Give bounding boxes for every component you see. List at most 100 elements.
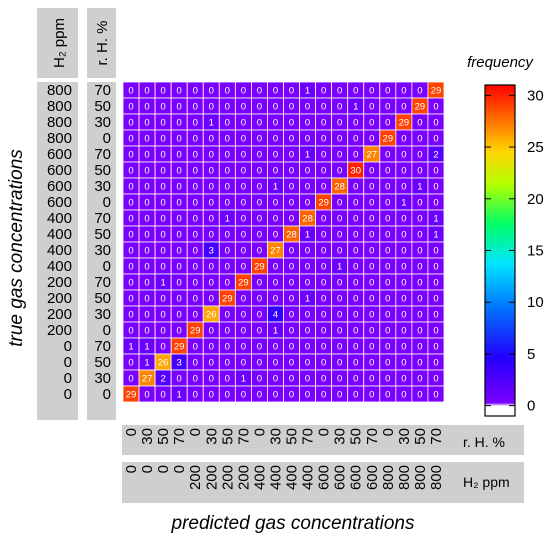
cell-value: 1 [273, 326, 278, 337]
row-label-rh: 70 [94, 210, 111, 227]
y-h2-header: H₂ ppm [51, 18, 68, 68]
cell-value: 1 [241, 374, 246, 385]
cell-value: 0 [241, 102, 246, 113]
cell-value: 0 [337, 166, 342, 177]
cell-value: 0 [193, 390, 198, 401]
cell-value: 0 [305, 198, 310, 209]
row-label-h2: 400 [47, 210, 72, 227]
cell-value: 0 [401, 102, 406, 113]
cell-value: 0 [177, 326, 182, 337]
cell-value: 0 [193, 102, 198, 113]
cell-value: 0 [305, 358, 310, 369]
cell-value: 0 [209, 262, 214, 273]
colorbar-tick-label: 30 [527, 87, 544, 104]
cell-value: 0 [305, 246, 310, 257]
cell-value: 0 [128, 262, 133, 273]
cell-value: 0 [433, 358, 438, 369]
row-label-rh: 50 [94, 354, 111, 371]
cell-value: 0 [144, 262, 149, 273]
cell-value: 0 [177, 182, 182, 193]
col-label-rh: 50 [284, 428, 301, 445]
col-label-rh: 50 [155, 428, 172, 445]
cell-value: 0 [337, 358, 342, 369]
cell-value: 0 [177, 134, 182, 145]
cell-value: 0 [177, 214, 182, 225]
cell-value: 0 [225, 358, 230, 369]
col-label-h2: 400 [300, 465, 317, 490]
cell-value: 0 [337, 294, 342, 305]
col-label-rh: 30 [203, 428, 220, 445]
cell-value: 0 [209, 198, 214, 209]
cell-value: 0 [273, 294, 278, 305]
cell-value: 0 [321, 278, 326, 289]
cell-value: 0 [225, 390, 230, 401]
cell-value: 0 [337, 198, 342, 209]
cell-value: 0 [257, 118, 262, 129]
cell-value: 1 [305, 86, 310, 97]
row-label-rh: 0 [103, 194, 111, 211]
col-label-h2: 600 [332, 465, 349, 490]
cell-value: 0 [160, 310, 165, 321]
colorbar-ticks: 0 5 10 15 20 25 30 [485, 87, 544, 415]
cell-value: 0 [257, 102, 262, 113]
cell-value: 0 [321, 246, 326, 257]
cell-value: 0 [193, 182, 198, 193]
cell-value: 0 [144, 390, 149, 401]
cell-value: 0 [321, 86, 326, 97]
cell-value: 0 [369, 246, 374, 257]
cell-value: 0 [160, 342, 165, 353]
cell-value: 0 [417, 374, 422, 385]
row-label-rh: 30 [94, 242, 111, 259]
cell-value: 0 [321, 134, 326, 145]
cell-value: 29 [238, 278, 249, 289]
row-label-h2: 200 [47, 274, 72, 291]
cell-value: 0 [257, 294, 262, 305]
col-label-h2: 0 [171, 465, 188, 473]
cell-value: 0 [160, 326, 165, 337]
cell-value: 0 [289, 310, 294, 321]
cell-value: 1 [305, 150, 310, 161]
col-label-h2: 200 [187, 465, 204, 490]
cell-value: 0 [337, 150, 342, 161]
row-label-h2: 200 [47, 322, 72, 339]
cell-value: 0 [209, 182, 214, 193]
cell-value: 0 [193, 230, 198, 241]
cell-value: 0 [305, 166, 310, 177]
cell-value: 0 [289, 294, 294, 305]
cell-value: 1 [353, 102, 358, 113]
cell-value: 0 [289, 198, 294, 209]
cell-value: 0 [369, 214, 374, 225]
cell-value: 1 [128, 342, 133, 353]
cell-value: 0 [241, 214, 246, 225]
y-h2-header-box [37, 8, 78, 78]
cell-value: 0 [433, 278, 438, 289]
cell-value: 0 [417, 326, 422, 337]
cell-value: 0 [257, 198, 262, 209]
cell-value: 0 [273, 358, 278, 369]
cell-value: 0 [337, 310, 342, 321]
cell-value: 0 [337, 246, 342, 257]
col-label-rh: 30 [396, 428, 413, 445]
cell-value: 0 [257, 86, 262, 97]
cell-value: 0 [337, 390, 342, 401]
cell-value: 0 [177, 198, 182, 209]
col-label-h2: 800 [380, 465, 397, 490]
row-rh-label-box [87, 82, 116, 420]
cell-value: 0 [257, 342, 262, 353]
cell-value: 0 [241, 166, 246, 177]
cell-value: 0 [257, 278, 262, 289]
cell-value: 0 [225, 326, 230, 337]
cell-value: 0 [177, 262, 182, 273]
cell-value: 0 [160, 198, 165, 209]
cell-value: 0 [369, 102, 374, 113]
cell-value: 0 [273, 230, 278, 241]
cell-value: 0 [369, 278, 374, 289]
col-label-rh: 50 [348, 428, 365, 445]
colorbar-tick-label: 20 [527, 191, 544, 208]
cell-value: 1 [401, 198, 406, 209]
cell-value: 0 [209, 326, 214, 337]
cell-value: 0 [369, 374, 374, 385]
cell-value: 0 [417, 358, 422, 369]
cell-value: 0 [401, 326, 406, 337]
cell-value: 1 [209, 118, 214, 129]
